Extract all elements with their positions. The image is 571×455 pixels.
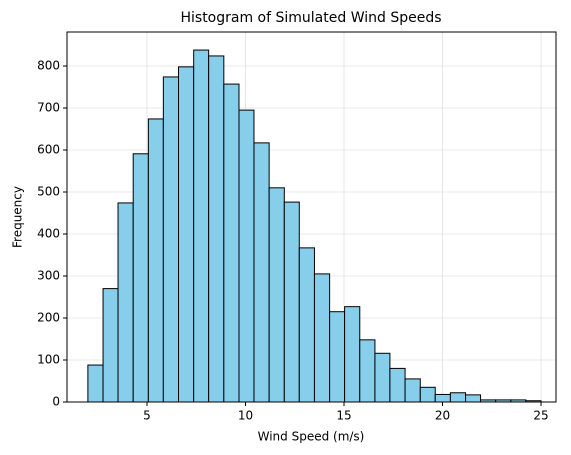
y-tick-label: 300 <box>37 269 60 283</box>
x-tick-label: 20 <box>435 409 450 423</box>
y-axis-label: Frequency <box>11 186 25 248</box>
bar <box>147 118 164 403</box>
bar <box>87 364 104 403</box>
y-tick-label: 700 <box>37 101 60 115</box>
x-tick-label: 25 <box>533 409 548 423</box>
bar <box>283 201 300 403</box>
bar <box>374 352 391 403</box>
y-tick-label: 200 <box>37 311 60 325</box>
x-axis-label: Wind Speed (m/s) <box>258 430 365 444</box>
x-tick-label: 10 <box>238 409 253 423</box>
y-tick-label: 100 <box>37 353 60 367</box>
bar <box>208 55 225 403</box>
bar <box>434 393 451 403</box>
y-tick-label: 500 <box>37 185 60 199</box>
bar <box>162 76 180 403</box>
y-tick-label: 0 <box>52 395 60 409</box>
x-tick-label: 5 <box>143 409 151 423</box>
chart-title: Histogram of Simulated Wind Speeds <box>180 10 441 26</box>
y-tick-label: 600 <box>37 143 60 157</box>
bar <box>298 247 315 403</box>
bar <box>223 83 240 403</box>
plot-frame <box>66 31 557 403</box>
bar <box>102 288 119 403</box>
bar <box>389 367 406 403</box>
bar <box>193 49 210 403</box>
bar <box>238 109 255 403</box>
bar <box>329 311 346 403</box>
bar <box>404 378 421 403</box>
bar <box>178 66 195 403</box>
bar <box>449 392 467 403</box>
bar <box>359 339 376 403</box>
bar <box>344 306 361 403</box>
bar <box>132 153 149 403</box>
y-tick-label: 400 <box>37 227 60 241</box>
bar <box>419 386 436 403</box>
bar <box>313 273 331 403</box>
y-tick-label: 800 <box>37 59 60 73</box>
bar <box>465 394 482 403</box>
bar <box>268 187 285 403</box>
bar <box>253 142 270 403</box>
x-tick-label: 15 <box>336 409 351 423</box>
bar <box>117 202 134 403</box>
